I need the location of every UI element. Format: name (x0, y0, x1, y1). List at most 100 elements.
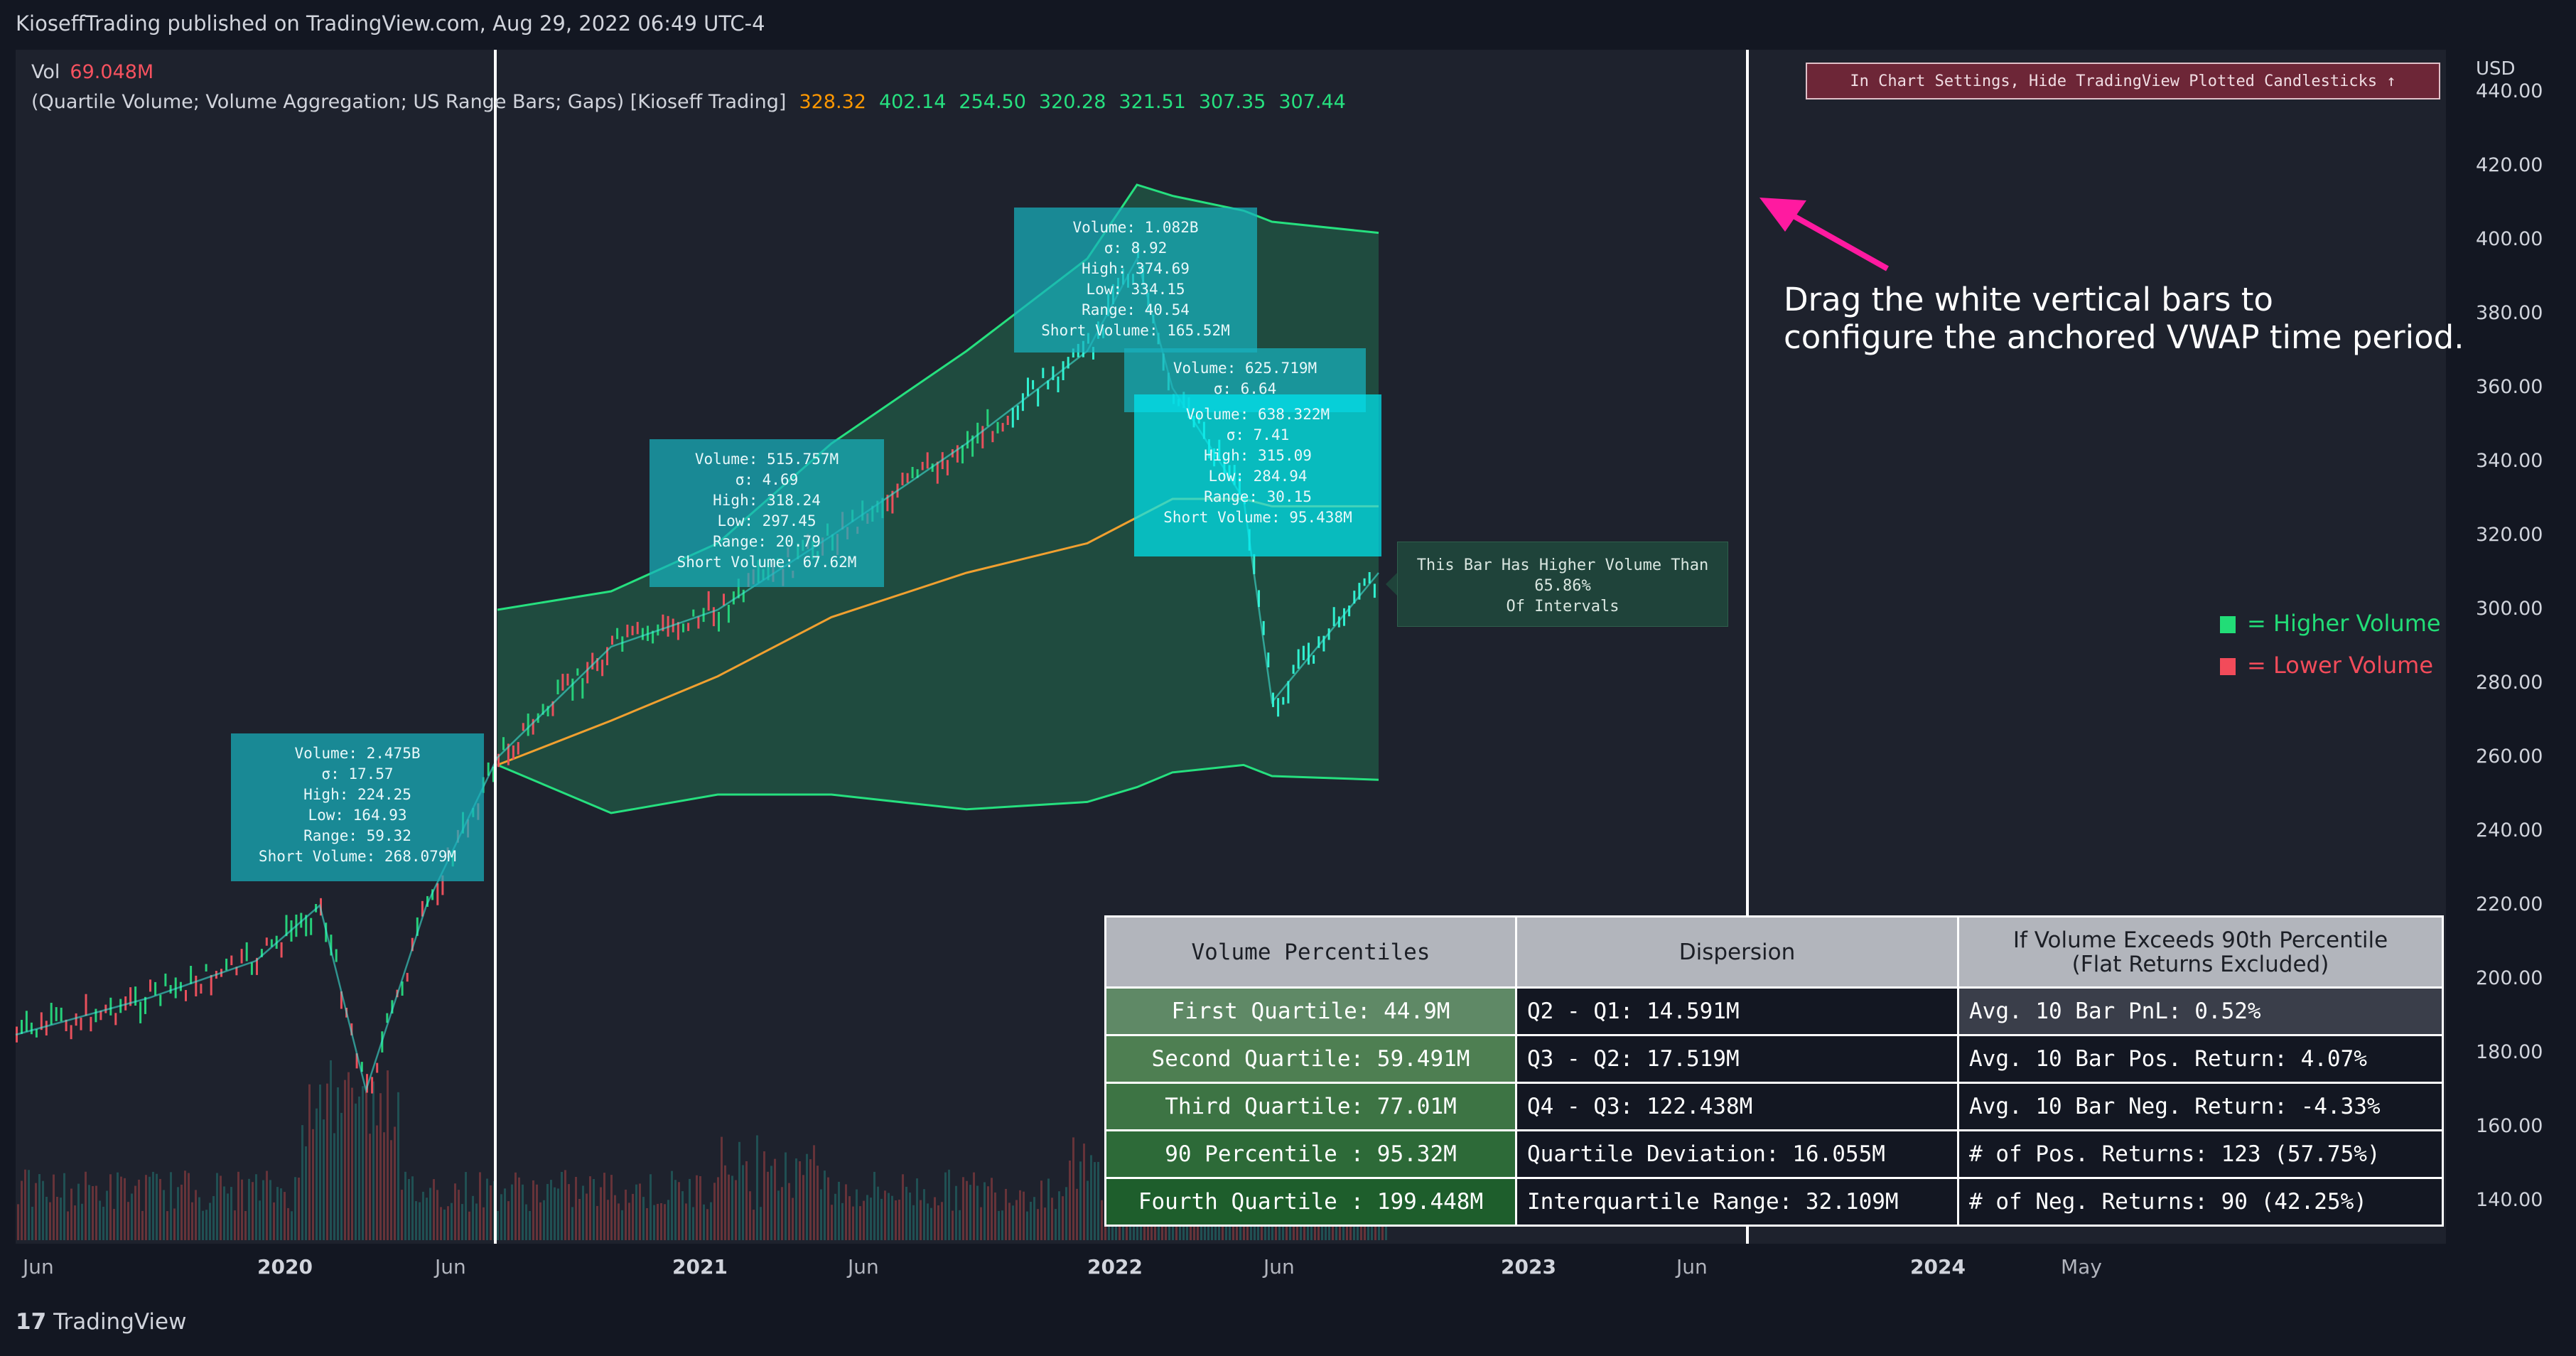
range-bar (956, 445, 959, 463)
volume-bar (379, 1093, 382, 1240)
volume-bar (877, 1186, 879, 1240)
cell-percentile: 90 Percentile : 95.32M (1104, 1129, 1517, 1179)
volume-bar (102, 1207, 104, 1240)
volume-bar (426, 1198, 428, 1240)
box-line: σ: 7.41 (1226, 426, 1290, 443)
volume-bar (731, 1175, 733, 1240)
volume-bar (1030, 1202, 1032, 1240)
volume-bar (394, 1126, 396, 1240)
currency-label[interactable]: USD (2476, 58, 2516, 80)
volume-bar (738, 1141, 740, 1240)
volume-bar (35, 1183, 37, 1240)
box-line: Short Volume: 95.438M (1163, 509, 1352, 526)
range-bar (906, 473, 909, 483)
volume-bar (944, 1172, 947, 1240)
tv-logo-icon: 17 (16, 1309, 47, 1335)
range-bar (45, 1021, 48, 1035)
volume-bar (483, 1207, 485, 1240)
volume-bar (1015, 1200, 1018, 1240)
indicator-value: 320.28 (1038, 91, 1106, 113)
indicator-legend[interactable]: (Quartile Volume; Volume Aggregation; US… (31, 91, 1346, 113)
volume-bar (131, 1193, 133, 1240)
cell-dispersion: Interquartile Range: 32.109M (1515, 1177, 1959, 1227)
volume-bar (419, 1202, 421, 1240)
volume-bar (888, 1193, 890, 1240)
range-bar (1067, 357, 1069, 369)
volume-bar (610, 1175, 613, 1240)
range-bar (1322, 635, 1325, 652)
volume-bar (717, 1177, 719, 1240)
volume-bar (1065, 1187, 1067, 1240)
volume-bar (955, 1185, 957, 1240)
range-bar (1287, 681, 1290, 704)
volume-bar (763, 1151, 765, 1240)
range-bar (1027, 377, 1029, 397)
range-bar (360, 1062, 363, 1072)
volume-bar (937, 1205, 939, 1240)
volume-bar (340, 1112, 343, 1240)
range-bar (1006, 416, 1009, 425)
range-bar (235, 967, 238, 976)
price-tick: 240.00 (2476, 819, 2543, 841)
volume-bar (909, 1193, 911, 1240)
volume-bar (973, 1172, 975, 1240)
publish-info: KioseffTrading published on TradingView.… (16, 11, 765, 36)
volume-bar (163, 1190, 165, 1240)
price-tick: 260.00 (2476, 746, 2543, 768)
range-bar (1277, 698, 1280, 717)
box-line: Low: 334.15 (1086, 281, 1185, 298)
volume-bar (983, 1182, 986, 1240)
volume-bar (976, 1185, 979, 1240)
volume-bar (1037, 1209, 1039, 1240)
volume-bar (536, 1184, 538, 1240)
volume-bar (223, 1186, 225, 1240)
volume-bar (930, 1207, 932, 1240)
volume-bar (369, 1134, 371, 1240)
volume-bar (625, 1189, 627, 1240)
range-bar (154, 981, 157, 996)
box-line: σ: 8.92 (1104, 240, 1168, 257)
volume-bar (671, 1171, 673, 1240)
drag-instruction-line2: configure the anchored VWAP time period. (1784, 318, 2464, 356)
range-bar (260, 949, 263, 957)
volume-bar (777, 1190, 780, 1240)
volume-bar (145, 1175, 147, 1240)
range-bar (149, 979, 151, 992)
tradingview-logo[interactable]: 17 TradingView (16, 1309, 186, 1335)
volume-bar (522, 1184, 524, 1240)
time-tick: Jun (1263, 1255, 1295, 1279)
volume-bar (362, 1086, 364, 1240)
volume-bar (994, 1192, 996, 1240)
range-bar (916, 469, 919, 478)
cell-dispersion: Q3 - Q2: 17.519M (1515, 1034, 1959, 1084)
range-bar (546, 706, 549, 716)
range-bar (340, 991, 343, 1009)
range-bar (976, 422, 979, 443)
volume-bar (323, 1119, 325, 1240)
lower-band-line (497, 763, 1379, 814)
volume-bar (227, 1193, 229, 1240)
range-bar (723, 593, 725, 606)
volume-bar (106, 1190, 108, 1240)
volume-bar (67, 1211, 69, 1240)
range-bar (707, 591, 710, 611)
range-bar (507, 743, 510, 765)
price-axis[interactable] (2446, 50, 2576, 1244)
volume-bar (191, 1202, 193, 1240)
volume-bar (1001, 1210, 1003, 1240)
volume-bar (216, 1173, 218, 1240)
volume-bar (202, 1210, 204, 1240)
volume-bar (578, 1199, 581, 1240)
volume-bar (344, 1080, 346, 1240)
volume-bar (912, 1205, 915, 1240)
range-bar (961, 445, 964, 464)
volume-bar (1069, 1161, 1071, 1240)
volume-bar (998, 1210, 1000, 1240)
volume-bar (568, 1184, 570, 1240)
range-bar (230, 955, 233, 966)
range-bar (139, 1001, 142, 1023)
range-bar (561, 674, 564, 691)
volume-bar (92, 1186, 94, 1240)
box-line: Volume: 625.719M (1173, 360, 1317, 377)
